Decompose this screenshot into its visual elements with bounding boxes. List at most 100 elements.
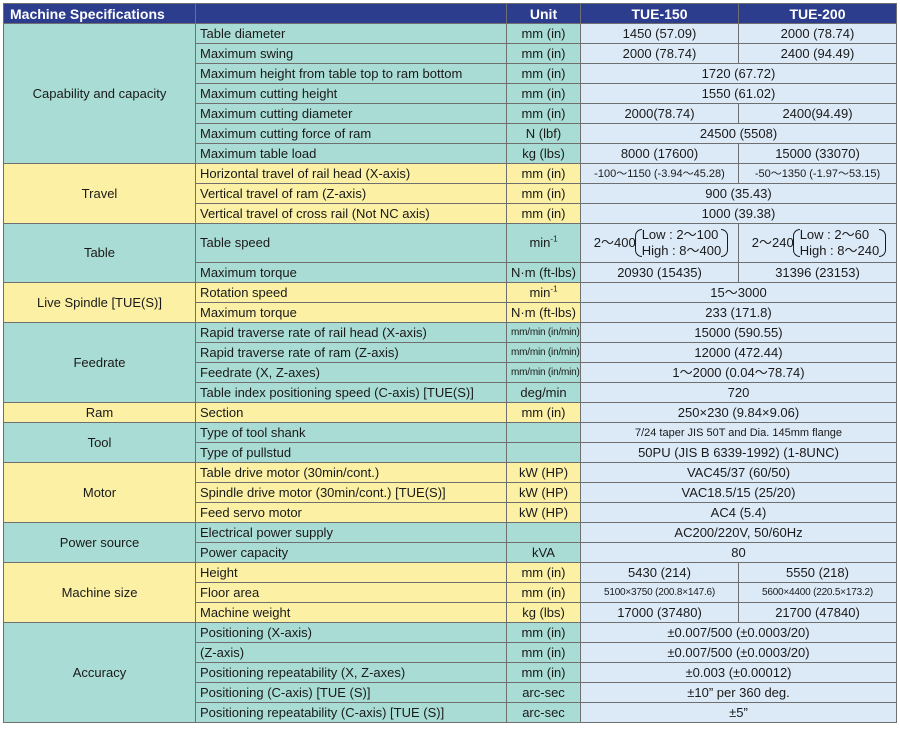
value-shared: ±5”	[580, 702, 897, 723]
spec-row: Feed servo motor kW (HP) AC4 (5.4)	[4, 502, 897, 523]
spec-row: Maximum table load kg (lbs) 8000 (17600)…	[4, 143, 897, 164]
value-shared: 900 (35.43)	[580, 183, 897, 204]
category-accuracy: Accuracy	[3, 622, 196, 723]
spec-row: Rapid traverse rate of ram (Z-axis) mm/m…	[4, 342, 897, 363]
item-label: Maximum height from table top to ram bot…	[195, 63, 507, 84]
value-tue-200: 15000 (33070)	[738, 143, 897, 164]
item-label: Table drive motor (30min/cont.)	[195, 462, 507, 483]
unit-label: mm/min (in/min)	[506, 322, 581, 343]
value-shared: 15～3000	[580, 282, 897, 303]
spec-row: Travel Horizontal travel of rail head (X…	[3, 163, 897, 224]
header-model-tue-150: TUE-150	[580, 3, 739, 24]
spec-row: Vertical travel of cross rail (Not NC ax…	[4, 203, 897, 224]
unit-label	[506, 522, 581, 543]
value-shared: 720	[580, 382, 897, 403]
value-shared: VAC45/37 (60/50)	[580, 462, 897, 483]
spec-row: Maximum torque N·m (ft-lbs) 233 (171.8)	[4, 302, 897, 323]
value-tue-200: 5550 (218)	[738, 562, 897, 583]
value-shared: 1550 (61.02)	[580, 83, 897, 104]
value-shared: 250×230 (9.84×9.06)	[580, 402, 897, 423]
unit-label: mm (in)	[506, 43, 581, 64]
header-row: Machine Specifications Unit TUE-150 TUE-…	[3, 3, 897, 24]
value-tue-150: 8000 (17600)	[580, 143, 739, 164]
unit-label: mm (in)	[506, 63, 581, 84]
item-label: Maximum torque	[195, 302, 507, 323]
unit-label: N·m (ft-lbs)	[506, 262, 581, 283]
value-shared: 15000 (590.55)	[580, 322, 897, 343]
unit-label: kg (lbs)	[506, 602, 581, 623]
value-shared: 24500 (5508)	[580, 123, 897, 144]
value-tue-200: 31396 (23153)	[738, 262, 897, 283]
category-feedrate: Feedrate	[3, 322, 196, 403]
spec-row: Positioning repeatability (C-axis) [TUE …	[4, 702, 897, 723]
unit-label: kW (HP)	[506, 462, 581, 483]
value-tue-150: 17000 (37480)	[580, 602, 739, 623]
spec-row: Maximum cutting force of ram N (lbf) 245…	[4, 123, 897, 144]
category-machine-size: Machine size	[3, 562, 196, 623]
unit-label: kW (HP)	[506, 482, 581, 503]
spec-row: Spindle drive motor (30min/cont.) [TUE(S…	[4, 482, 897, 503]
unit-label: min-1	[506, 223, 581, 263]
header-unit: Unit	[506, 3, 581, 24]
unit-label: kVA	[506, 542, 581, 563]
item-label: Rapid traverse rate of rail head (X-axis…	[195, 322, 507, 343]
unit-label: kg (lbs)	[506, 143, 581, 164]
speed-range: 2～240	[751, 235, 794, 250]
unit-label: kW (HP)	[506, 502, 581, 523]
speed-high: High : 8～400	[641, 243, 722, 258]
value-shared: 50PU (JIS B 6339-1992) (1-8UNC)	[580, 442, 897, 463]
value-tue-150: -100～1150 (-3.94～45.28)	[580, 163, 739, 184]
item-label: Feedrate (X, Z-axes)	[195, 362, 507, 383]
item-label: Rotation speed	[195, 282, 507, 303]
item-label: Maximum swing	[195, 43, 507, 64]
item-label: Power capacity	[195, 542, 507, 563]
spec-row: Maximum height from table top to ram bot…	[4, 63, 897, 84]
value-shared: AC4 (5.4)	[580, 502, 897, 523]
unit-label: arc-sec	[506, 682, 581, 703]
unit-label: arc-sec	[506, 702, 581, 723]
item-label: Machine weight	[195, 602, 507, 623]
value-tue-200: 2400 (94.49)	[738, 43, 897, 64]
value-shared: ±10” per 360 deg.	[580, 682, 897, 703]
spec-row: Positioning repeatability (X, Z-axes) mm…	[4, 662, 897, 683]
item-label: Maximum torque	[195, 262, 507, 283]
unit-base: min	[529, 284, 551, 300]
unit-label: mm (in)	[506, 103, 581, 124]
item-label: Table speed	[195, 223, 507, 263]
value-tue-150: 2～400 Low : 2～100 High : 8～400	[580, 223, 739, 263]
value-tue-150: 5100×3750 (200.8×147.6)	[580, 582, 739, 603]
value-tue-150: 20930 (15435)	[580, 262, 739, 283]
machine-specifications-table: Machine Specifications Unit TUE-150 TUE-…	[3, 3, 897, 723]
item-label: Floor area	[195, 582, 507, 603]
item-label: Positioning repeatability (C-axis) [TUE …	[195, 702, 507, 723]
category-table: Table	[3, 223, 196, 283]
spec-row: Feedrate Rapid traverse rate of rail hea…	[3, 322, 897, 403]
spec-row: Motor Table drive motor (30min/cont.) kW…	[3, 462, 897, 523]
value-shared: ±0.003 (±0.00012)	[580, 662, 897, 683]
unit-exponent: -1	[550, 284, 558, 294]
spec-row: Table Table speed min-1 2～400 Low : 2～10…	[3, 223, 897, 283]
unit-exponent: -1	[550, 234, 558, 244]
speed-high: High : 8～240	[799, 243, 880, 258]
unit-label: N (lbf)	[506, 123, 581, 144]
item-label: Vertical travel of cross rail (Not NC ax…	[195, 203, 507, 224]
item-label: Type of tool shank	[195, 422, 507, 443]
item-label: Feed servo motor	[195, 502, 507, 523]
speed-low: Low : 2～100	[641, 227, 719, 242]
spec-row: Power source Electrical power supply AC2…	[3, 522, 897, 563]
unit-label: mm (in)	[506, 402, 581, 423]
header-blank	[195, 3, 507, 24]
unit-label: mm (in)	[506, 83, 581, 104]
category-tool: Tool	[3, 422, 196, 463]
category-motor: Motor	[3, 462, 196, 523]
item-label: Table index positioning speed (C-axis) […	[195, 382, 507, 403]
item-label: Positioning repeatability (X, Z-axes)	[195, 662, 507, 683]
spec-row: Ram Section mm (in) 250×230 (9.84×9.06)	[3, 402, 897, 423]
spec-row: Maximum cutting diameter mm (in) 2000(78…	[4, 103, 897, 124]
item-label: Maximum table load	[195, 143, 507, 164]
item-label: Maximum cutting diameter	[195, 103, 507, 124]
value-shared: ±0.007/500 (±0.0003/20)	[580, 642, 897, 663]
spec-row: Accuracy Positioning (X-axis) mm (in) ±0…	[3, 622, 897, 723]
value-tue-200: 2400(94.49)	[738, 103, 897, 124]
value-shared: VAC18.5/15 (25/20)	[580, 482, 897, 503]
